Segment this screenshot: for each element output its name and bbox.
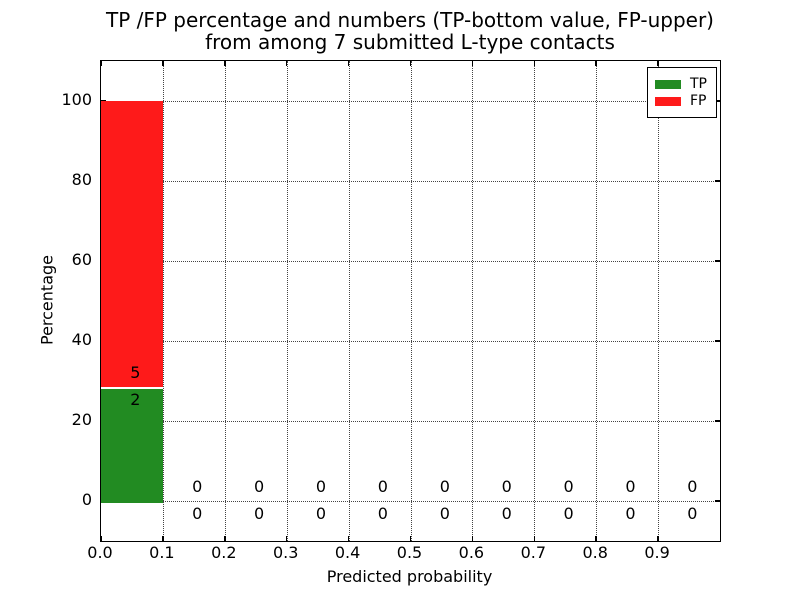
x-tick-mark <box>533 536 536 541</box>
x-tick-mark <box>347 61 350 66</box>
x-tick-label: 0.5 <box>396 543 423 562</box>
chart-title: TP /FP percentage and numbers (TP-bottom… <box>100 9 720 53</box>
y-tick-label: 80 <box>71 170 92 189</box>
x-tick-label: 0.1 <box>149 543 175 562</box>
x-tick-mark <box>162 61 164 66</box>
v-gridline <box>162 61 164 541</box>
plot-area: TP FP <box>100 60 721 542</box>
tp-count-label: 0 <box>253 504 265 524</box>
x-tick-mark <box>100 536 102 541</box>
v-gridline <box>224 61 226 541</box>
fp-count-label: 0 <box>625 476 636 496</box>
x-tick-mark <box>285 536 288 541</box>
x-tick-mark <box>409 61 412 66</box>
x-tick-mark <box>657 536 659 541</box>
fp-swatch-icon <box>655 96 681 106</box>
y-tick-mark <box>715 500 720 502</box>
fp-count-label: 0 <box>315 476 327 496</box>
y-tick-label: 20 <box>71 410 92 429</box>
v-gridline <box>348 61 350 541</box>
x-tick-mark <box>224 61 226 66</box>
v-gridline <box>596 61 598 541</box>
tp-count-label: 0 <box>687 504 698 524</box>
x-tick-label: 0.8 <box>582 543 608 562</box>
tp-count-label: 0 <box>315 504 327 524</box>
x-tick-mark <box>409 536 412 541</box>
x-tick-mark <box>471 61 474 66</box>
x-tick-label: 0.2 <box>211 543 237 562</box>
x-tick-label: 0.3 <box>272 543 299 562</box>
x-tick-mark <box>162 536 164 541</box>
y-tick-mark <box>715 420 720 422</box>
legend-label-fp: FP <box>690 93 707 109</box>
v-gridline <box>286 61 288 541</box>
legend: TP FP <box>647 67 717 118</box>
x-tick-label: 0.0 <box>87 543 113 562</box>
v-gridline <box>534 61 536 541</box>
x-tick-label: 0.9 <box>644 543 670 562</box>
y-tick-label: 40 <box>71 330 92 349</box>
v-gridline <box>472 61 474 541</box>
chart-title-line-2: from among 7 submitted L-type contacts <box>205 30 615 54</box>
fp-count-label: 0 <box>687 476 698 496</box>
tp-swatch-icon <box>655 79 681 89</box>
x-tick-mark <box>471 536 474 541</box>
y-tick-mark <box>715 100 720 102</box>
fp-count-label: 5 <box>130 362 141 382</box>
y-tick-label: 100 <box>61 90 92 109</box>
x-tick-label: 0.4 <box>334 543 361 562</box>
chart-title-line-1: TP /FP percentage and numbers (TP-bottom… <box>106 8 714 32</box>
x-tick-mark <box>100 61 102 66</box>
y-tick-label: 60 <box>71 250 92 269</box>
fp-count-label: 0 <box>377 476 388 496</box>
x-tick-mark <box>285 61 288 66</box>
bar-segment-tp <box>101 386 163 503</box>
x-tick-mark <box>595 536 597 541</box>
fp-count-label: 0 <box>501 476 512 496</box>
v-gridline <box>658 61 660 541</box>
y-tick-mark <box>715 180 720 182</box>
tp-count-label: 0 <box>192 504 203 524</box>
y-tick-label: 0 <box>81 490 92 509</box>
v-gridline <box>410 61 412 541</box>
fp-count-label: 0 <box>563 476 574 496</box>
x-tick-mark <box>595 61 597 66</box>
tp-count-label: 0 <box>439 504 450 524</box>
x-axis-label: Predicted probability <box>326 567 493 586</box>
tp-count-label: 2 <box>130 390 141 410</box>
fp-count-label: 0 <box>192 476 203 496</box>
legend-item-tp: TP <box>655 77 707 91</box>
y-tick-mark <box>715 260 720 262</box>
x-tick-mark <box>347 536 350 541</box>
tp-count-label: 0 <box>501 504 512 524</box>
x-tick-label: 0.7 <box>520 543 547 562</box>
x-tick-mark <box>533 61 536 66</box>
fp-count-label: 0 <box>439 476 450 496</box>
y-tick-mark <box>715 340 720 342</box>
x-tick-mark <box>224 536 226 541</box>
tp-count-label: 0 <box>563 504 574 524</box>
tp-count-label: 0 <box>377 504 388 524</box>
legend-item-fp: FP <box>655 94 707 108</box>
tp-count-label: 0 <box>625 504 636 524</box>
x-tick-mark <box>657 61 659 66</box>
fp-count-label: 0 <box>253 476 265 496</box>
legend-label-tp: TP <box>690 76 707 92</box>
x-tick-label: 0.6 <box>458 543 485 562</box>
bar-segment-fp <box>101 101 163 387</box>
